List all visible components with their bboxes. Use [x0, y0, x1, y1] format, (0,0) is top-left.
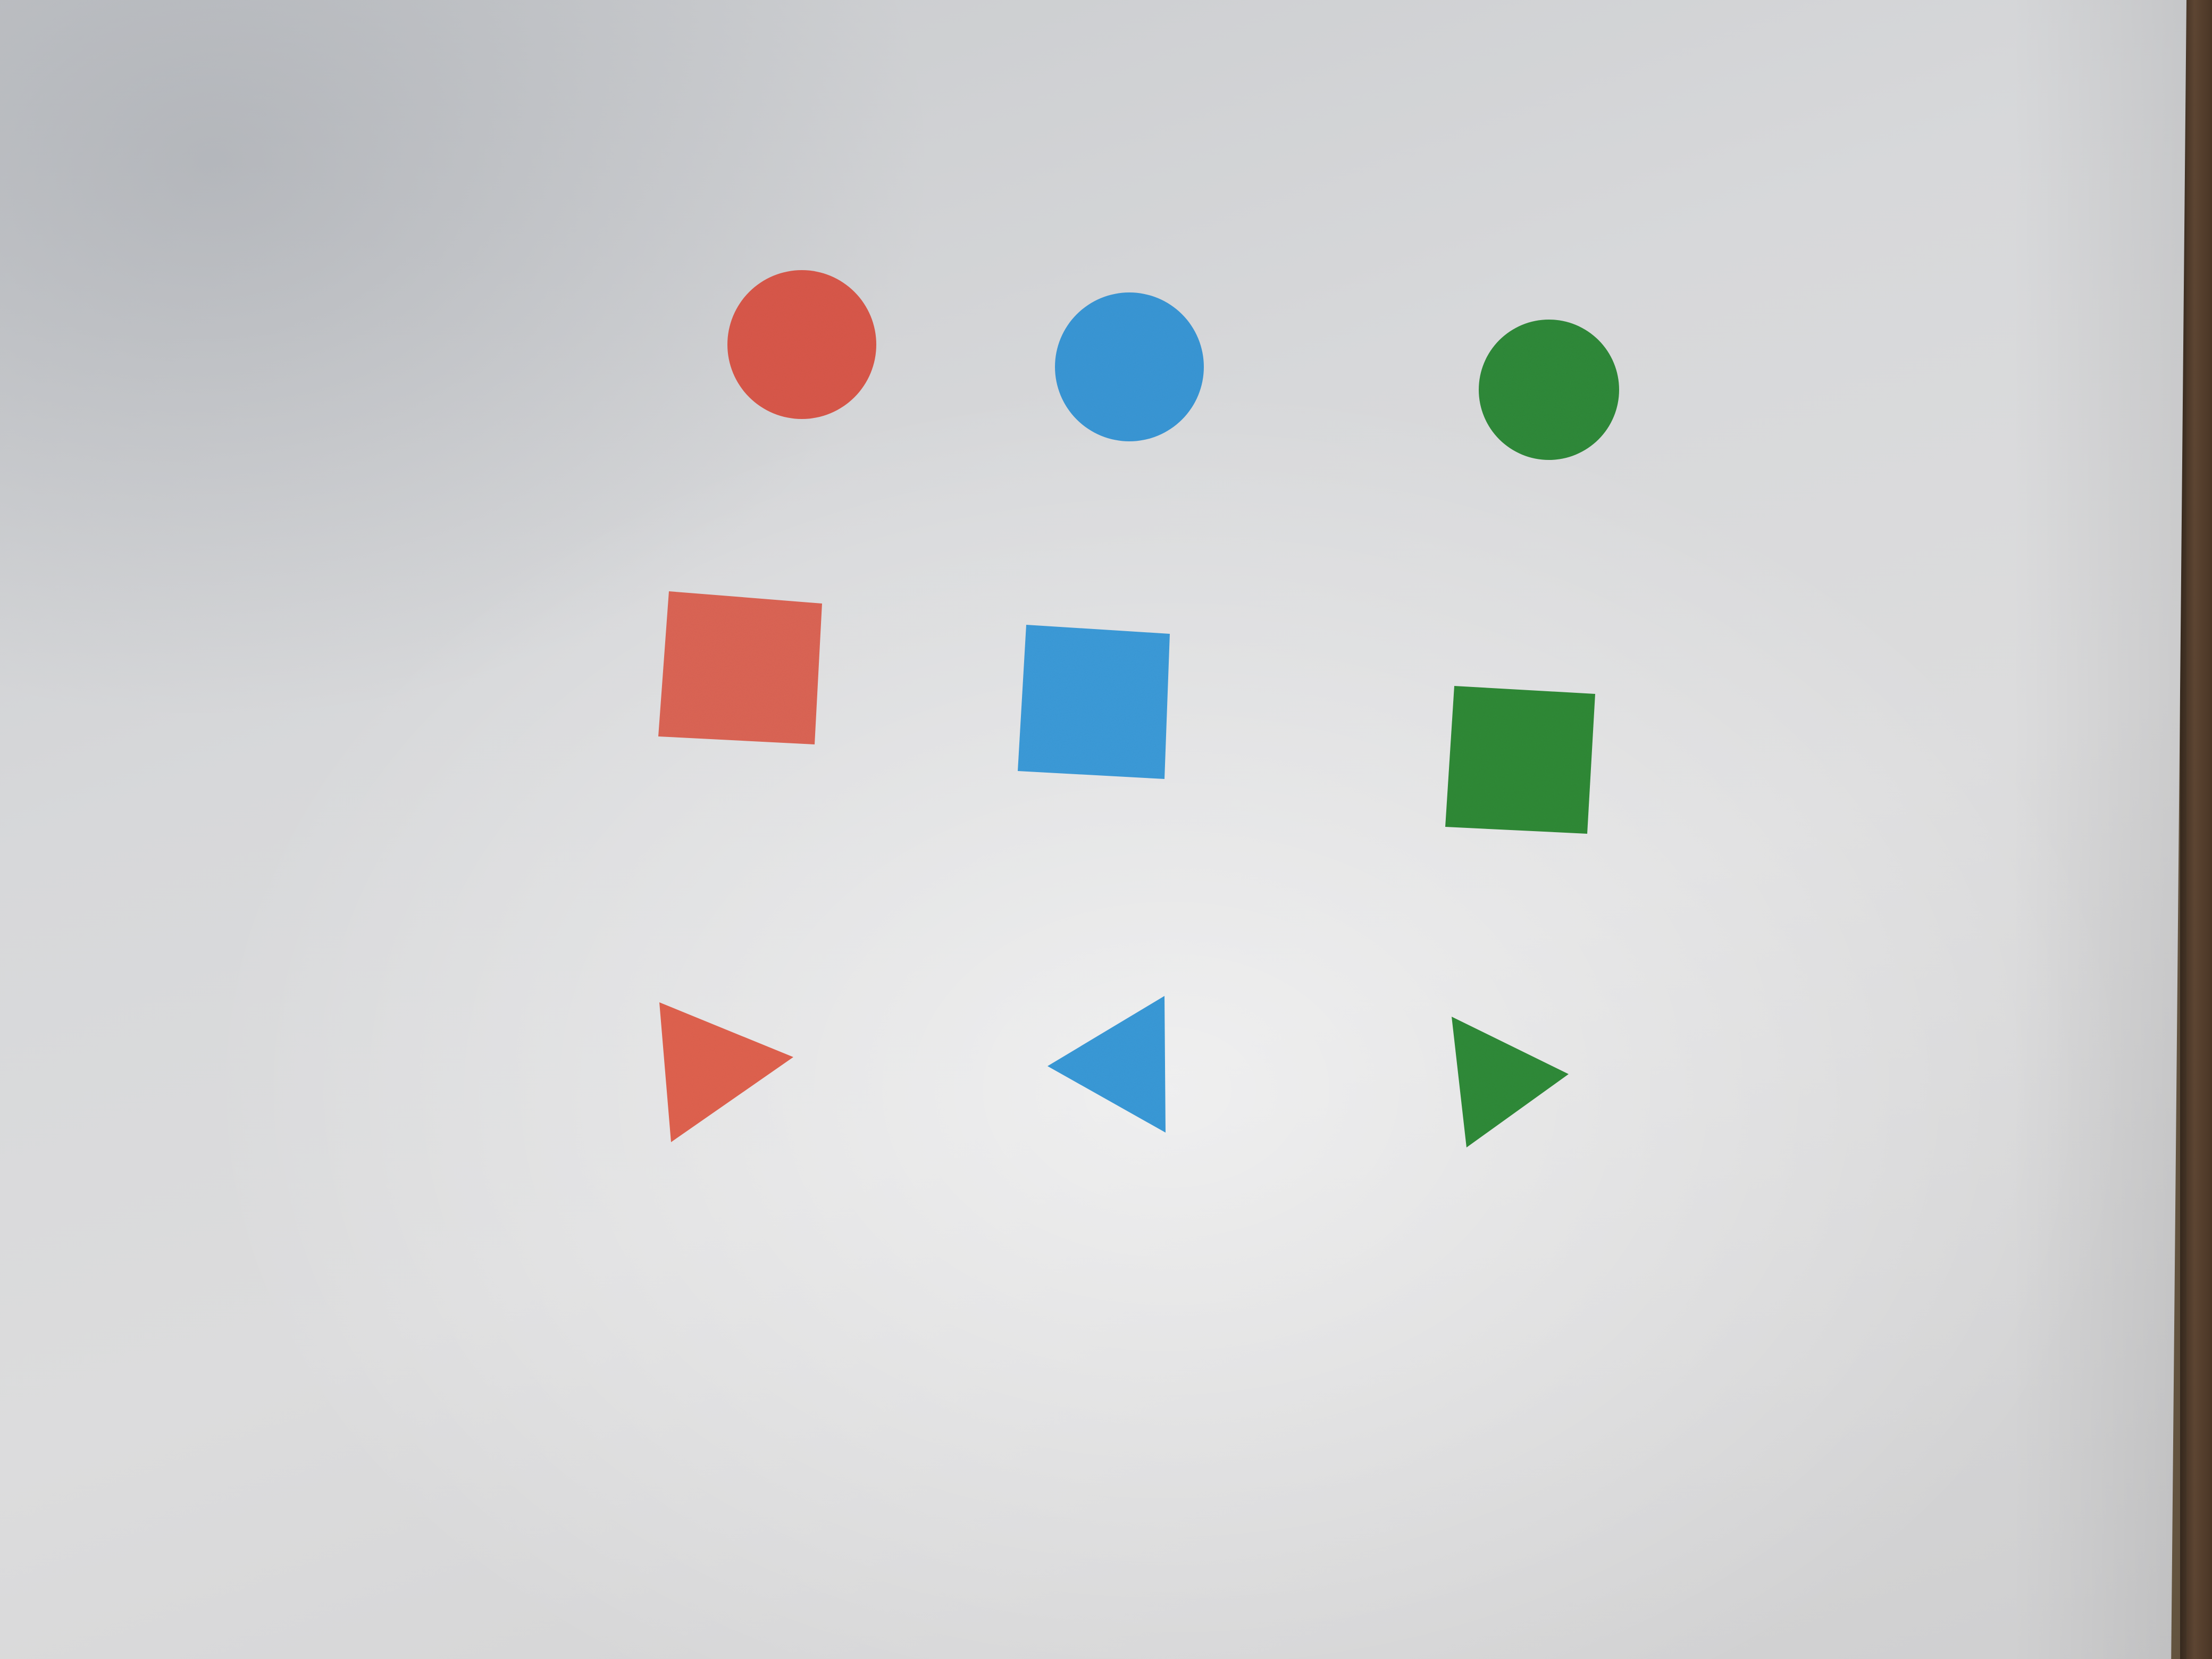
blue-triangle — [1048, 996, 1166, 1133]
blue-square — [1018, 625, 1170, 779]
red-square — [658, 591, 822, 744]
wooden-table-edge — [2180, 0, 2212, 1659]
green-triangle — [1452, 1017, 1569, 1147]
blue-circle — [1055, 292, 1204, 441]
green-square — [1445, 686, 1595, 834]
red-triangle — [659, 1002, 793, 1142]
green-circle — [1479, 320, 1619, 460]
red-circle — [727, 270, 876, 419]
